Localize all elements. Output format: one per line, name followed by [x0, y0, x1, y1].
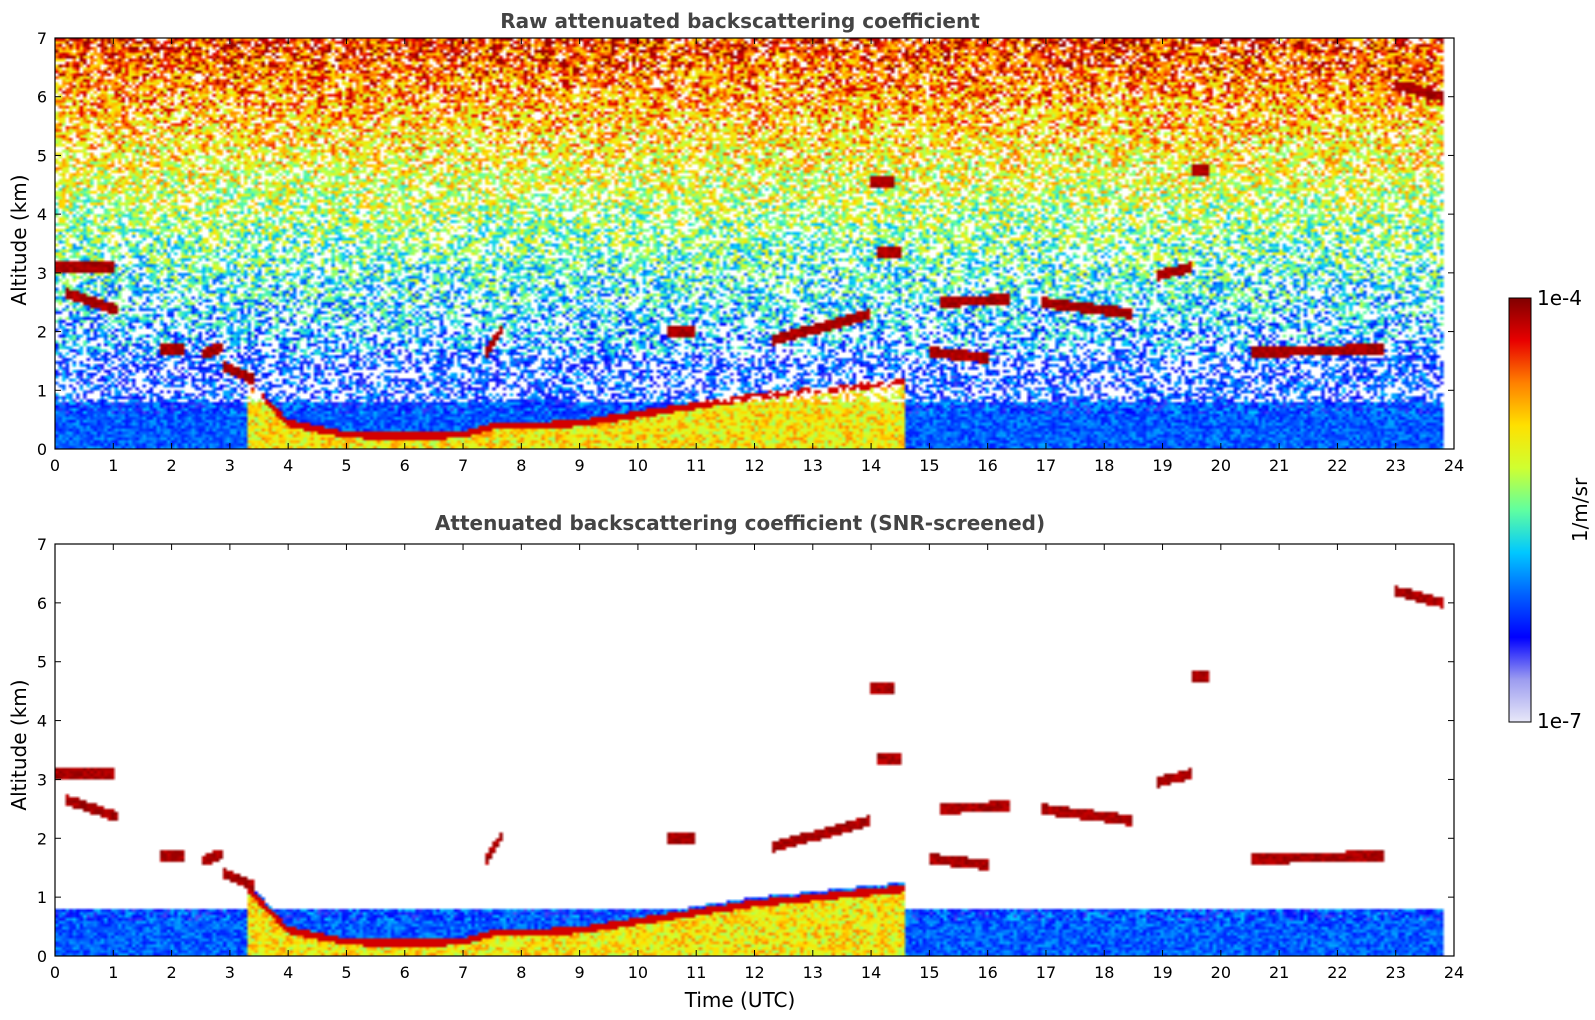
x-tick-label: 0 [50, 963, 60, 982]
colorbar-min-label: 1e-7 [1537, 709, 1582, 733]
y-tick-label: 4 [37, 205, 47, 224]
x-tick-label: 7 [458, 456, 468, 475]
colorbar-max-label: 1e-4 [1537, 286, 1582, 310]
colorbar: 1e-4 1e-7 1/m/sr [1508, 286, 1592, 733]
x-tick-label: 2 [166, 456, 176, 475]
x-tick-label: 24 [1444, 456, 1464, 475]
y-tick-label: 4 [37, 712, 47, 731]
panel-title: Raw attenuated backscattering coefficien… [500, 9, 980, 33]
x-tick-label: 8 [516, 963, 526, 982]
y-tick-label: 7 [37, 535, 47, 554]
x-tick-label: 21 [1269, 963, 1289, 982]
x-tick-label: 8 [516, 456, 526, 475]
x-tick-label: 3 [225, 963, 235, 982]
x-tick-label: 23 [1386, 456, 1406, 475]
x-tick-label: 5 [341, 456, 351, 475]
axes: 0 1 2 3 4 5 6 7 8 9 10 11 12 13 14 15 16 17 18 19 20 21 22 23 24… [37, 535, 1464, 982]
x-tick-label: 9 [575, 456, 585, 475]
x-tick-label: 20 [1211, 456, 1231, 475]
raw-backscatter-panel: Raw attenuated backscattering coefficien… [7, 9, 1464, 475]
y-tick-label: 7 [37, 29, 47, 48]
y-tick-label: 3 [37, 264, 47, 283]
x-tick-label: 6 [400, 456, 410, 475]
y-tick-label: 6 [37, 88, 47, 107]
x-axis-label: Time (UTC) [684, 988, 796, 1012]
y-tick-label: 3 [37, 770, 47, 789]
x-tick-label: 3 [225, 456, 235, 475]
x-tick-label: 10 [628, 963, 648, 982]
colorbar-unit-label: 1/m/sr [1568, 477, 1592, 542]
x-tick-label: 1 [108, 963, 118, 982]
x-tick-label: 24 [1444, 963, 1464, 982]
y-tick-label: 5 [37, 146, 47, 165]
colorbar-gradient [1508, 297, 1532, 723]
x-tick-label: 19 [1152, 456, 1172, 475]
x-tick-label: 10 [628, 456, 648, 475]
screened-backscatter-heatmap [55, 544, 1454, 956]
x-tick-label: 9 [575, 963, 585, 982]
x-tick-label: 1 [108, 456, 118, 475]
panel-title: Attenuated backscattering coefficient (S… [435, 511, 1045, 535]
x-tick-label: 16 [977, 456, 997, 475]
x-tick-label: 22 [1327, 456, 1347, 475]
x-tick-label: 21 [1269, 456, 1289, 475]
x-tick-label: 5 [341, 963, 351, 982]
y-tick-label: 0 [37, 947, 47, 966]
axes: 0 1 2 3 4 5 6 7 8 9 10 11 12 13 14 15 16 17 18 19 20 21 22 23 24… [37, 29, 1464, 475]
y-axis-label: Altitude (km) [7, 679, 31, 810]
x-tick-label: 20 [1211, 963, 1231, 982]
raw-backscatter-heatmap [55, 38, 1454, 449]
x-tick-label: 22 [1327, 963, 1347, 982]
x-tick-label: 11 [686, 456, 706, 475]
x-tick-label: 4 [283, 963, 293, 982]
screened-backscatter-panel: Attenuated backscattering coefficient (S… [7, 511, 1464, 1012]
x-tick-label: 15 [919, 963, 939, 982]
x-tick-label: 13 [803, 456, 823, 475]
heatmap-raster [55, 38, 1454, 449]
x-tick-label: 19 [1152, 963, 1172, 982]
x-tick-label: 17 [1036, 963, 1056, 982]
y-tick-label: 0 [37, 440, 47, 459]
y-tick-label: 2 [37, 323, 47, 342]
y-tick-label: 6 [37, 594, 47, 613]
x-tick-label: 14 [861, 963, 881, 982]
x-tick-label: 6 [400, 963, 410, 982]
x-tick-label: 2 [166, 963, 176, 982]
y-tick-label: 5 [37, 653, 47, 672]
x-tick-label: 4 [283, 456, 293, 475]
x-tick-label: 12 [744, 456, 764, 475]
x-tick-label: 17 [1036, 456, 1056, 475]
x-tick-label: 11 [686, 963, 706, 982]
y-axis-label: Altitude (km) [7, 174, 31, 305]
x-tick-label: 23 [1386, 963, 1406, 982]
x-tick-label: 7 [458, 963, 468, 982]
y-tick-label: 1 [37, 888, 47, 907]
x-tick-label: 13 [803, 963, 823, 982]
x-tick-label: 18 [1094, 963, 1114, 982]
y-tick-label: 2 [37, 829, 47, 848]
x-tick-label: 14 [861, 456, 881, 475]
heatmap-raster [55, 544, 1454, 956]
y-tick-label: 1 [37, 381, 47, 400]
x-tick-label: 15 [919, 456, 939, 475]
x-tick-label: 18 [1094, 456, 1114, 475]
x-tick-label: 0 [50, 456, 60, 475]
x-tick-label: 16 [977, 963, 997, 982]
x-tick-label: 12 [744, 963, 764, 982]
